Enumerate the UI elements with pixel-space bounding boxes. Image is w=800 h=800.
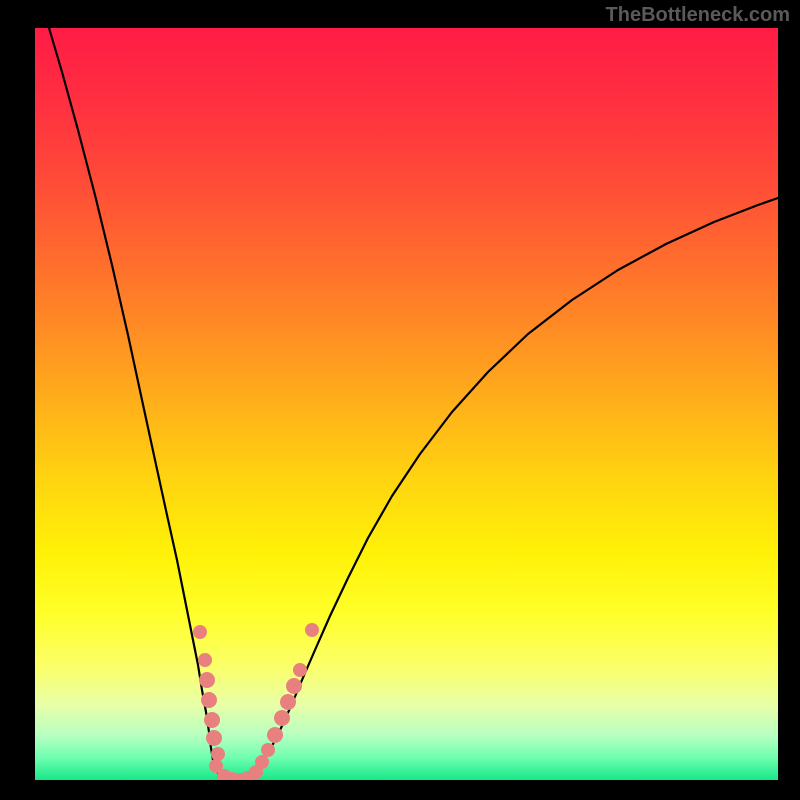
data-dot: [286, 678, 302, 694]
bottleneck-curve: [49, 28, 778, 780]
curve-layer: [35, 28, 778, 780]
data-dot: [305, 623, 319, 637]
data-dot: [261, 743, 275, 757]
data-dot: [267, 727, 283, 743]
data-dot: [280, 694, 296, 710]
data-dot: [211, 747, 225, 761]
data-dots: [193, 623, 319, 780]
data-dot: [206, 730, 222, 746]
data-dot: [274, 710, 290, 726]
data-dot: [204, 712, 220, 728]
watermark-text: TheBottleneck.com: [606, 4, 790, 27]
data-dot: [193, 625, 207, 639]
data-dot: [255, 755, 269, 769]
data-dot: [201, 692, 217, 708]
data-dot: [293, 663, 307, 677]
data-dot: [198, 653, 212, 667]
chart-container: TheBottleneck.com: [0, 0, 800, 800]
data-dot: [199, 672, 215, 688]
plot-area: [35, 28, 778, 780]
